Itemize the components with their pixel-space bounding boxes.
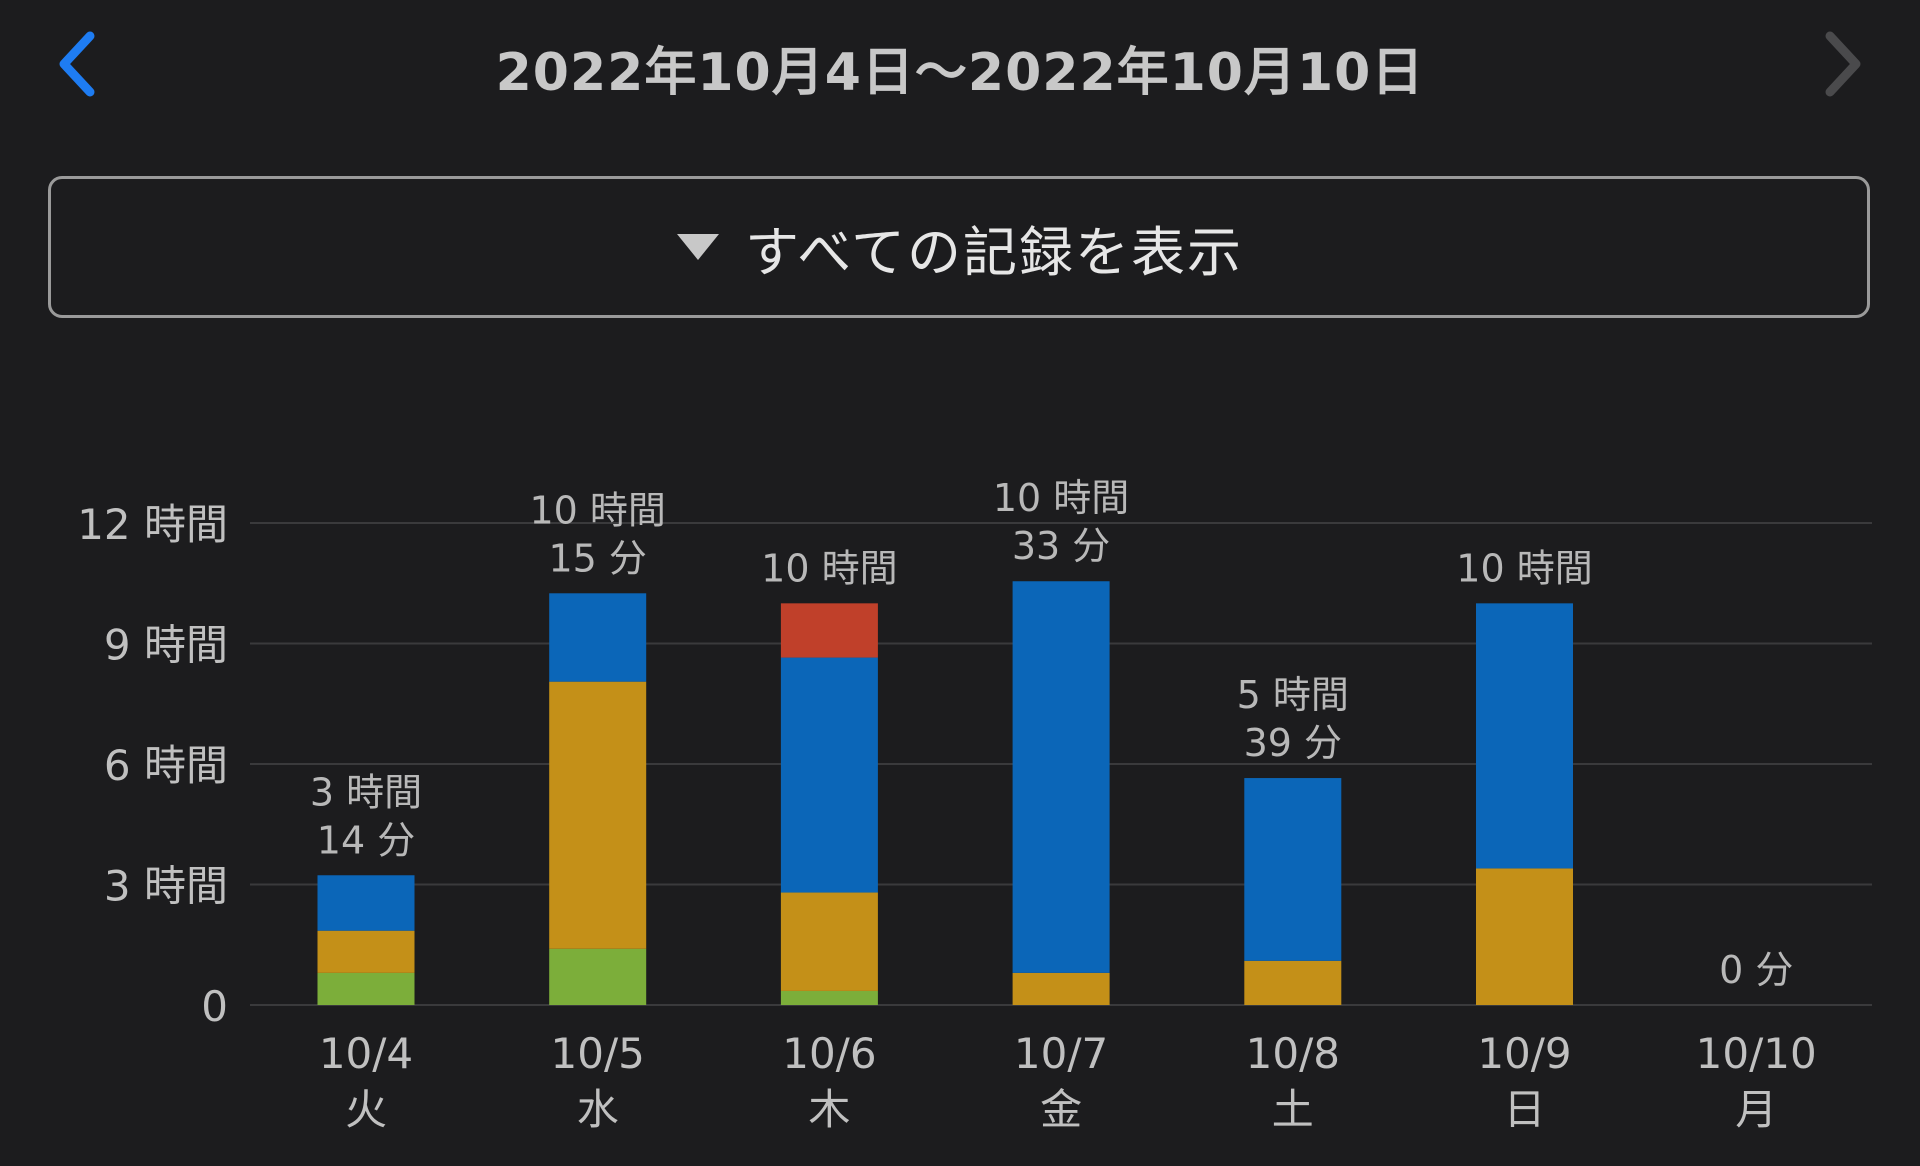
bar-segment-blue xyxy=(549,593,647,682)
page-title: 2022年10月4日〜2022年10月10日 xyxy=(495,43,1425,103)
y-tick-label: 3 時間 xyxy=(104,862,228,911)
bar-total-label: 10 時間 xyxy=(761,546,897,590)
bar-segment-blue xyxy=(317,875,415,931)
x-tick-label: 10/5 xyxy=(551,1029,645,1078)
bar-segment-yellow xyxy=(549,681,647,949)
bar-segment-blue xyxy=(1476,603,1573,869)
y-tick-label: 12 時間 xyxy=(77,500,228,549)
chevron-right-icon xyxy=(1825,31,1861,97)
record-filter-dropdown[interactable]: すべての記録を表示 xyxy=(48,176,1870,318)
x-weekday-label: 木 xyxy=(808,1085,850,1134)
bar-segment-green xyxy=(549,948,647,1005)
bar-total-label: 10 時間 xyxy=(993,476,1129,520)
bar-segment-yellow xyxy=(1244,960,1342,1005)
bar-total-label: 0 分 xyxy=(1719,948,1793,992)
bar-segment-green xyxy=(317,972,415,1005)
bar-segment-blue xyxy=(780,657,878,893)
bar-segment-yellow xyxy=(1012,972,1110,1005)
bar-total-label: 10 時間 xyxy=(1456,546,1592,590)
filter-label: すべての記録を表示 xyxy=(744,220,1244,284)
bar-total-label: 14 分 xyxy=(317,818,415,862)
x-weekday-label: 火 xyxy=(345,1085,387,1134)
y-tick-label: 6 時間 xyxy=(104,741,228,790)
caret-down-icon xyxy=(676,234,719,260)
x-tick-label: 10/7 xyxy=(1014,1029,1108,1078)
bar-segment-blue xyxy=(1244,778,1342,961)
bar-total-label: 33 分 xyxy=(1012,524,1110,568)
bar-total-label: 15 分 xyxy=(548,536,646,580)
x-weekday-label: 日 xyxy=(1503,1085,1545,1134)
bar-segment-green xyxy=(780,990,878,1005)
next-week-button[interactable] xyxy=(1810,28,1870,100)
bar-segment-blue xyxy=(1012,581,1110,973)
bar-total-label: 5 時間 xyxy=(1237,673,1349,717)
bar-total-label: 10 時間 xyxy=(529,488,665,532)
x-tick-label: 10/6 xyxy=(782,1029,876,1078)
x-tick-label: 10/8 xyxy=(1246,1029,1340,1078)
bar-total-label: 3 時間 xyxy=(310,770,422,814)
bar-segment-yellow xyxy=(1476,868,1573,1005)
bar-segment-yellow xyxy=(317,930,415,973)
date-range-header: 2022年10月4日〜2022年10月10日 xyxy=(0,0,1920,130)
chevron-left-icon xyxy=(59,31,95,97)
x-tick-label: 10/9 xyxy=(1477,1029,1571,1078)
x-tick-label: 10/4 xyxy=(319,1029,413,1078)
bar-segment-yellow xyxy=(780,892,878,991)
previous-week-button[interactable] xyxy=(50,28,110,100)
x-weekday-label: 金 xyxy=(1040,1085,1082,1134)
x-weekday-label: 水 xyxy=(577,1085,619,1134)
bar-segment-red xyxy=(780,603,878,658)
x-weekday-label: 月 xyxy=(1735,1085,1777,1134)
x-tick-label: 10/10 xyxy=(1696,1029,1817,1078)
bar-total-label: 39 分 xyxy=(1244,721,1342,765)
y-tick-label: 9 時間 xyxy=(104,621,228,670)
x-weekday-label: 土 xyxy=(1272,1085,1314,1134)
y-tick-label: 0 xyxy=(201,982,228,1031)
